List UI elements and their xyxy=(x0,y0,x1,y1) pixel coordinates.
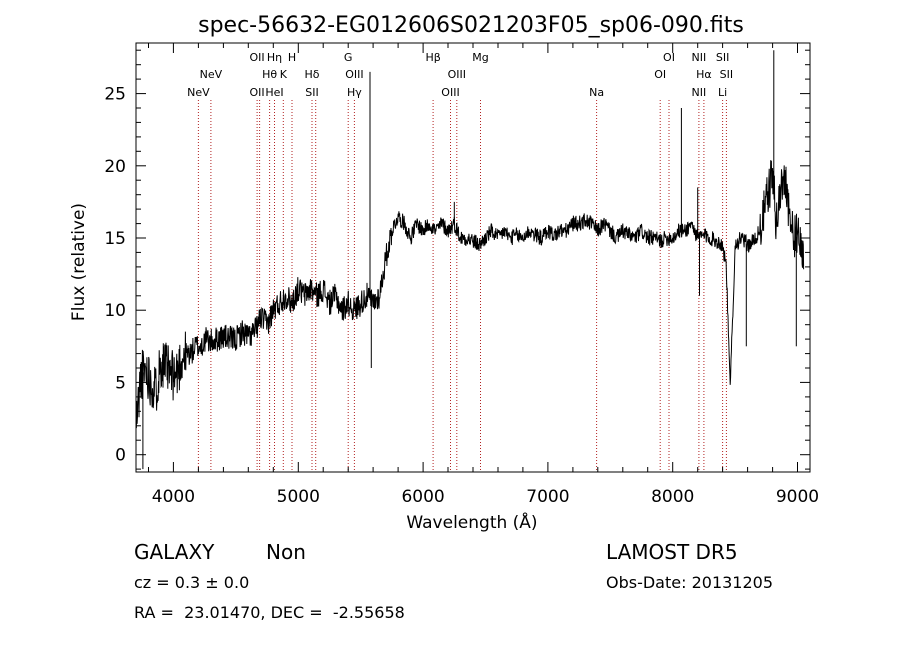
y-tick-label: 20 xyxy=(104,157,126,177)
spectrum-series xyxy=(135,50,805,470)
line-marker-label: Hη xyxy=(267,51,282,64)
spectrum-line xyxy=(135,160,805,429)
line-marker-label: SII xyxy=(716,51,729,64)
x-tick-label: 4000 xyxy=(152,487,195,507)
x-tick-label: 5000 xyxy=(277,487,320,507)
line-marker-label: HeI xyxy=(265,86,283,99)
y-axis-label: Flux (relative) xyxy=(69,203,89,321)
x-tick-label: 8000 xyxy=(651,487,694,507)
line-marker-label: Hθ xyxy=(262,68,277,81)
line-marker-label: NeV xyxy=(187,86,210,99)
line-marker-label: OIII xyxy=(448,68,466,81)
line-marker-label: Hδ xyxy=(304,68,319,81)
line-marker-label: SII xyxy=(305,86,318,99)
line-marker-label: Hγ xyxy=(347,86,362,99)
y-axis: 0 5 10 15 20 25 xyxy=(104,49,810,470)
x-tick-label: 6000 xyxy=(401,487,444,507)
line-marker-label: OIII xyxy=(345,68,363,81)
line-marker-label: NeV xyxy=(200,68,223,81)
line-marker-label: NII xyxy=(692,86,707,99)
y-tick-label: 25 xyxy=(104,85,126,105)
coordinates: RA = 23.01470, DEC = -2.55658 xyxy=(134,603,405,622)
x-axis: 4000 5000 6000 7000 8000 9000 xyxy=(148,43,819,507)
line-marker-label: SII xyxy=(720,68,733,81)
x-tick-label: 7000 xyxy=(526,487,569,507)
line-marker-label: K xyxy=(280,68,288,81)
line-marker-label: OI xyxy=(654,68,666,81)
redshift-cz: cz = 0.3 ± 0.0 xyxy=(134,573,250,592)
line-marker-label: OI xyxy=(663,51,675,64)
line-marker-label: G xyxy=(344,51,353,64)
emission-line-markers: NeV NeV OII OII Hθ Hη HeI KH Hδ SII G OIII Hγ Hβ OIII O… xyxy=(187,51,733,472)
line-marker-label: Hβ xyxy=(425,51,440,64)
chart-title: spec-56632-EG012606S021203F05_sp06-090.f… xyxy=(198,13,744,38)
y-tick-label: 5 xyxy=(115,373,126,393)
y-tick-label: 10 xyxy=(104,301,126,321)
plot-frame xyxy=(135,42,811,473)
y-tick-label: 0 xyxy=(115,446,126,466)
line-marker-label: Mg xyxy=(472,51,488,64)
object-subclass: Non xyxy=(266,540,306,564)
line-marker-label: OII xyxy=(250,51,265,64)
line-marker-label: Hα xyxy=(696,68,712,81)
line-marker-label: H xyxy=(288,51,296,64)
x-tick-label: 9000 xyxy=(776,487,819,507)
line-marker-label: Li xyxy=(718,86,727,99)
object-class: GALAXY xyxy=(134,540,215,564)
survey-name: LAMOST DR5 xyxy=(606,540,738,564)
line-marker-label: OII xyxy=(250,86,265,99)
observation-date: Obs-Date: 20131205 xyxy=(606,573,774,592)
line-marker-label: NII xyxy=(692,51,707,64)
line-marker-label: Na xyxy=(589,86,604,99)
line-marker-label: OIII xyxy=(441,86,459,99)
x-axis-label: Wavelength (Å) xyxy=(406,511,537,533)
y-tick-label: 15 xyxy=(104,229,126,249)
